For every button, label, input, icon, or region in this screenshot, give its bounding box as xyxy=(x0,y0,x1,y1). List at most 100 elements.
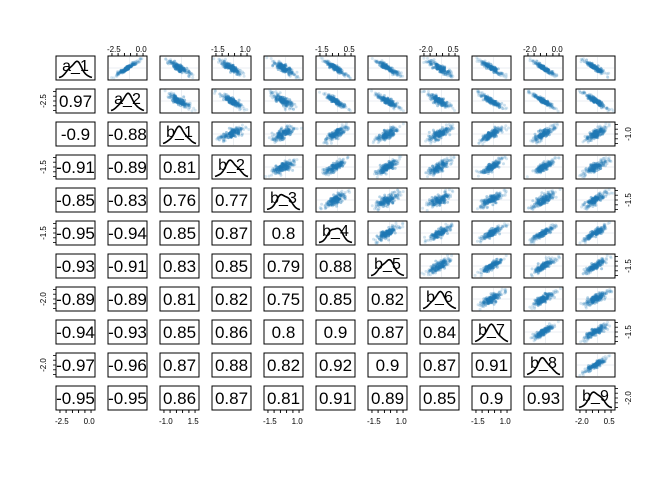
scatter-point xyxy=(391,125,395,129)
scatter-point xyxy=(278,66,281,70)
scatter-point xyxy=(187,74,191,78)
scatter-point xyxy=(295,70,299,74)
scatter-point xyxy=(486,131,490,135)
scatter-point xyxy=(235,69,239,73)
scatter-point xyxy=(429,98,433,102)
scatter-point xyxy=(131,62,135,66)
scatter-point xyxy=(431,166,435,170)
scatter-point xyxy=(279,62,283,66)
scatter-point xyxy=(278,91,282,95)
scatter-point xyxy=(279,63,283,66)
scatter-point xyxy=(373,138,377,142)
panel-b_3-b_4 xyxy=(315,187,356,213)
correlation-value: 0.76 xyxy=(163,191,196,210)
scatter-point xyxy=(287,70,291,74)
scatter-point xyxy=(391,68,395,72)
scatter-point xyxy=(287,70,291,73)
scatter-point xyxy=(139,57,143,61)
scatter-point xyxy=(393,103,396,107)
scatter-point xyxy=(173,59,176,63)
scatter-point xyxy=(136,59,140,63)
scatter-point xyxy=(228,66,232,70)
panel-a_2-b_3 xyxy=(263,88,304,114)
scatter-point xyxy=(279,69,283,72)
scatter-point xyxy=(555,107,558,111)
panel-a_2-a_1: 0.97 xyxy=(55,88,96,114)
scatter-point xyxy=(503,103,506,107)
scatter-point xyxy=(292,127,295,131)
scatter-point xyxy=(177,69,181,73)
scatter-point xyxy=(171,61,175,65)
scatter-point xyxy=(493,126,497,129)
scatter-point xyxy=(427,170,431,174)
scatter-point xyxy=(480,170,484,174)
correlation-value: -0.88 xyxy=(108,125,147,144)
scatter-point xyxy=(235,126,239,130)
scatter-point xyxy=(224,57,227,61)
scatter-point xyxy=(169,61,173,65)
scatter-point xyxy=(240,70,244,74)
scatter-point xyxy=(172,62,176,66)
panel-b_2-b_4 xyxy=(315,154,356,180)
panel-a_2-b_4 xyxy=(315,88,356,114)
scatter-point xyxy=(281,100,285,104)
scatter-point xyxy=(286,67,290,71)
scatter-point xyxy=(166,61,170,65)
scatter-point xyxy=(549,104,553,108)
scatter-point xyxy=(237,70,240,74)
scatter-point xyxy=(331,166,335,170)
scatter-point xyxy=(236,70,240,74)
scatter-point xyxy=(335,129,339,133)
scatter-point xyxy=(599,68,603,72)
scatter-point xyxy=(283,70,287,74)
scatter-point xyxy=(434,138,438,142)
scatter-point xyxy=(375,172,378,176)
scatter-point xyxy=(391,130,395,134)
scatter-point xyxy=(484,138,488,142)
scatter-point xyxy=(180,71,184,75)
scatter-point xyxy=(270,169,274,173)
scatter-point xyxy=(126,67,130,71)
scatter-point xyxy=(134,59,138,63)
scatter-point xyxy=(401,122,405,126)
scatter-point xyxy=(388,164,392,168)
scatter-point xyxy=(332,66,336,70)
scatter-point xyxy=(224,66,228,70)
scatter-point xyxy=(223,139,227,143)
scatter-point xyxy=(187,103,191,107)
scatter-point xyxy=(182,100,186,104)
scatter-point xyxy=(321,171,325,174)
panel-a_1-b_8 xyxy=(523,55,564,81)
scatter-point xyxy=(436,104,440,108)
scatter-point xyxy=(477,141,481,145)
scatter-point xyxy=(589,134,593,138)
scatter-point xyxy=(280,63,284,67)
scatter-point xyxy=(607,158,611,162)
scatter-point xyxy=(481,142,485,146)
scatter-point xyxy=(330,63,334,67)
scatter-point xyxy=(401,74,405,78)
scatter-point xyxy=(177,70,181,74)
scatter-point xyxy=(275,62,279,66)
scatter-point xyxy=(329,141,333,145)
scatter-point xyxy=(119,68,123,72)
scatter-point xyxy=(232,65,236,69)
scatter-point xyxy=(611,109,615,113)
scatter-point xyxy=(224,64,228,68)
scatter-point xyxy=(287,72,291,76)
scatter-point xyxy=(536,136,540,140)
scatter-point xyxy=(173,59,177,63)
scatter-point xyxy=(285,68,289,71)
scatter-point xyxy=(327,61,331,65)
scatter-point xyxy=(110,76,114,80)
scatter-point xyxy=(284,63,288,66)
scatter-point xyxy=(121,70,125,74)
scatter-point xyxy=(225,61,229,65)
panel-b_1-b_3 xyxy=(263,121,304,147)
scatter-point xyxy=(531,140,535,144)
scatter-point xyxy=(483,61,486,65)
scatter-point xyxy=(489,66,493,70)
scatter-point xyxy=(130,63,134,67)
scatter-point xyxy=(133,61,137,65)
scatter-point xyxy=(489,102,493,106)
